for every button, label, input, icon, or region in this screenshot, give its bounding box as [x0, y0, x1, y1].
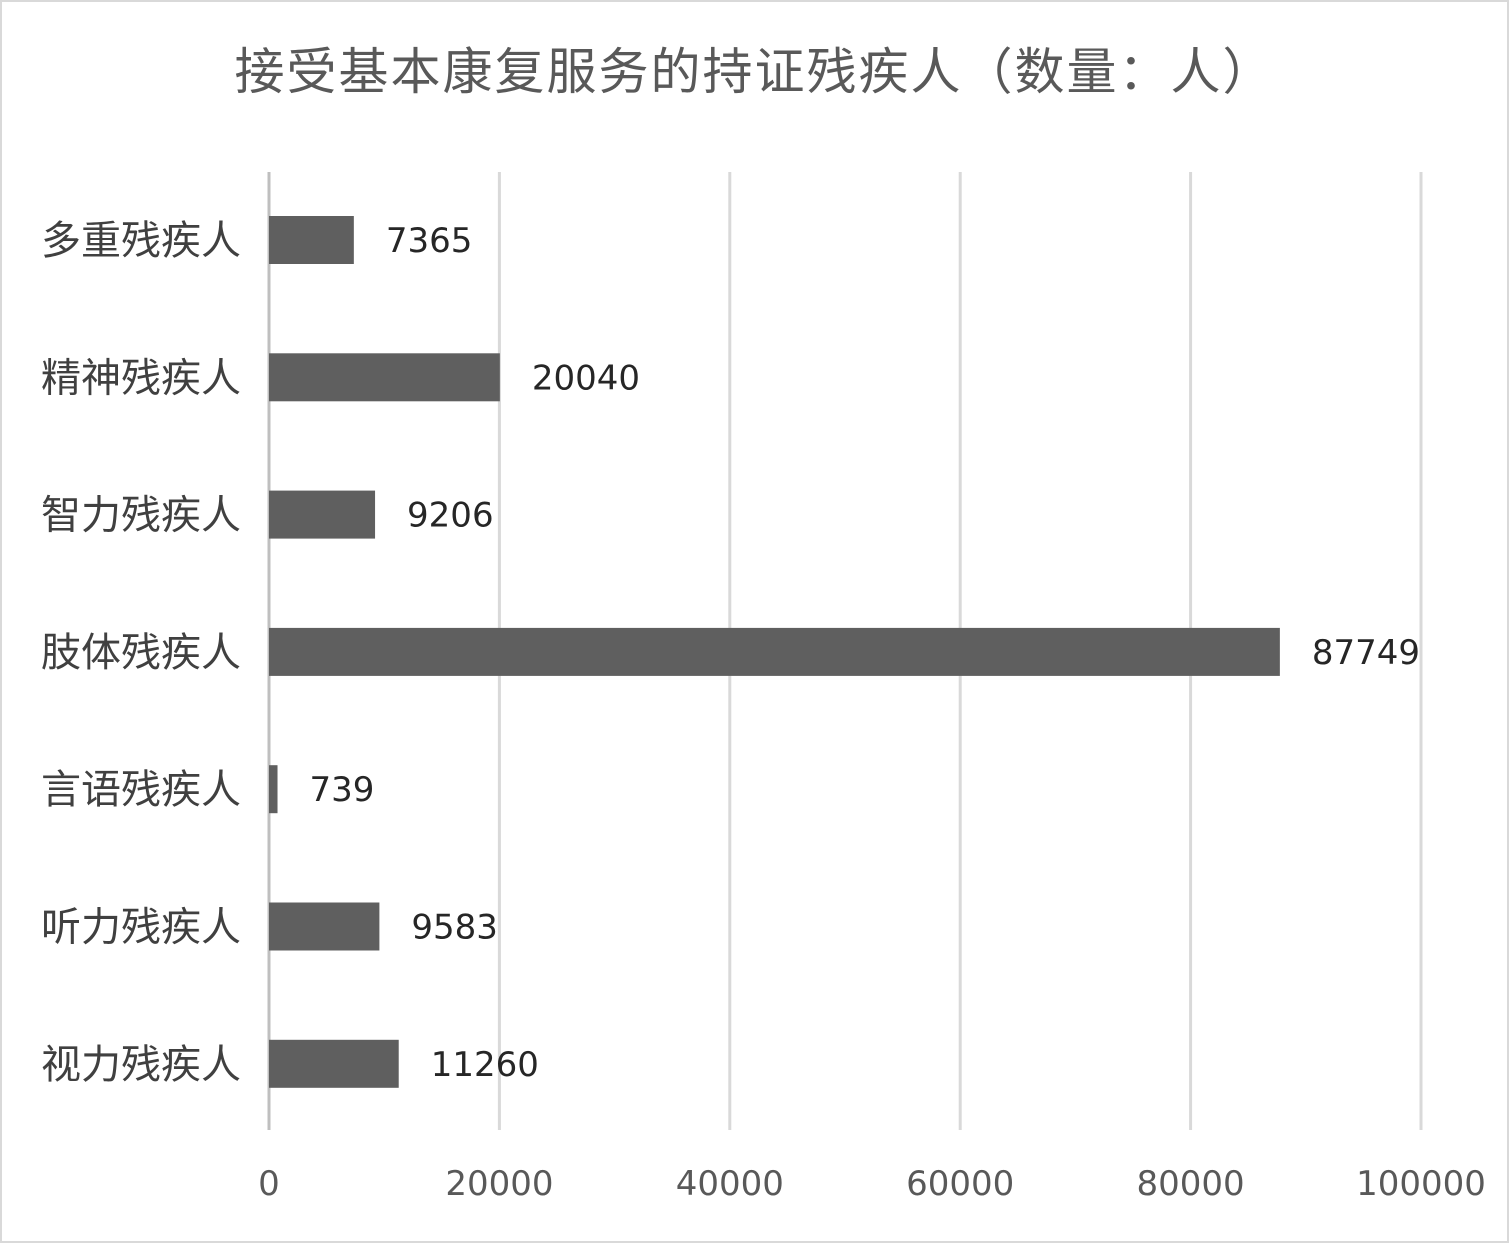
x-axis-ticks: 0 20000 40000 60000 80000 100000 [258, 1164, 1486, 1204]
chart-title: 接受基本康复服务的持证残疾人（数量：人） [234, 43, 1275, 101]
category-label-7: 视力残疾人 [41, 1042, 241, 1088]
data-label-7: 11260 [431, 1045, 539, 1085]
category-label-6: 听力残疾人 [41, 905, 241, 951]
x-tick-label-80000: 80000 [1137, 1164, 1245, 1204]
x-tick-label-100000: 100000 [1356, 1164, 1486, 1204]
x-tick-label-60000: 60000 [906, 1164, 1014, 1204]
x-tick-label-0: 0 [258, 1164, 280, 1204]
data-label-3: 9206 [407, 496, 494, 536]
category-label-3: 智力残疾人 [41, 493, 241, 539]
category-label-2: 精神残疾人 [41, 355, 241, 401]
bar-4 [269, 627, 1280, 676]
category-label-1: 多重残疾人 [41, 218, 241, 264]
x-tick-label-40000: 40000 [676, 1164, 784, 1204]
x-tick-label-20000: 20000 [445, 1164, 553, 1204]
category-label-5: 言语残疾人 [41, 767, 241, 813]
bar-1 [269, 216, 354, 264]
bar-7 [269, 1039, 399, 1088]
data-label-1: 7365 [386, 221, 473, 261]
bar-5 [269, 765, 278, 814]
labels: 多重残疾人 7365 精神残疾人 20040 智力残疾人 9206 肢体残疾人 87749 言语… [41, 218, 1420, 1088]
data-label-6: 9583 [411, 908, 498, 948]
data-label-4: 87749 [1312, 633, 1420, 673]
bar-3 [269, 490, 376, 539]
category-label-4: 肢体残疾人 [41, 630, 241, 676]
bars [269, 216, 1280, 1088]
bar-6 [269, 902, 380, 951]
bar-2 [269, 353, 500, 402]
data-label-2: 20040 [532, 358, 640, 398]
data-label-5: 739 [310, 770, 375, 810]
